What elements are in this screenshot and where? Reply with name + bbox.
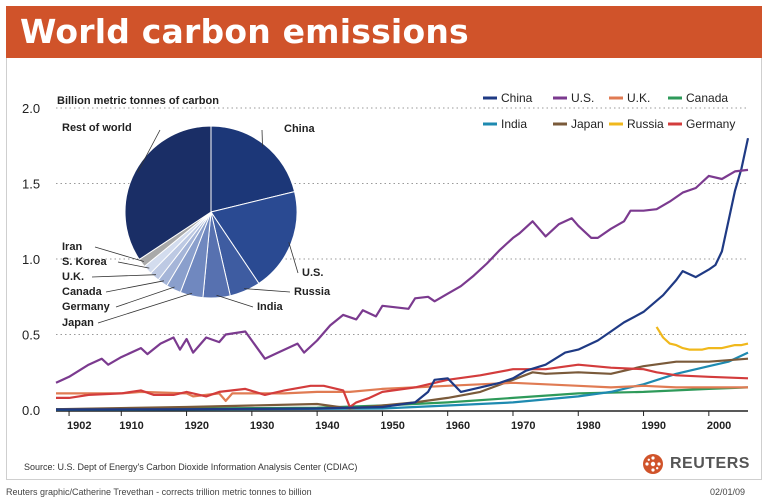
legend-label: Germany [686, 117, 735, 131]
source-note: Source: U.S. Dept of Energy's Carbon Dio… [24, 462, 358, 472]
x-tick-label: 1960 [446, 420, 470, 432]
pie-label: Russia [294, 286, 331, 298]
x-tick-label: 1950 [380, 420, 404, 432]
series-line-u-s [55, 168, 749, 384]
y-tick-label: 0.0 [22, 403, 40, 418]
pie-label: Japan [62, 317, 94, 329]
graphic-credit: Reuters graphic/Catherine Trevethan - co… [6, 487, 312, 497]
y-axis-label: Billion metric tonnes of carbon [57, 95, 219, 107]
pie-leader-line [115, 286, 175, 308]
pie-leader-line [94, 246, 144, 262]
series-line-canada [55, 386, 749, 411]
pie-label: China [284, 123, 315, 135]
x-tick-label: 1930 [250, 420, 274, 432]
x-tick-label: 1980 [576, 420, 600, 432]
pie-leader-line [261, 129, 263, 147]
pie-leader-line [105, 280, 164, 293]
series-line-u-k [56, 381, 748, 402]
pie-leader-line [288, 242, 299, 274]
y-tick-label: 1.0 [22, 252, 40, 267]
reuters-dots-icon [643, 454, 663, 474]
pie-label: Canada [62, 286, 103, 298]
legend-label: India [501, 117, 527, 131]
page-title: World carbon emissions [20, 12, 469, 51]
legend-label: Japan [571, 117, 604, 131]
series-line-germany [56, 363, 749, 409]
series-line-russia [655, 326, 749, 351]
axes: 0.0 0.5 1.0 1.5 2.0 1902 1910 1920 1930 1940 1950 1… [22, 101, 748, 432]
pie-leader-line [91, 274, 157, 278]
y-tick-label: 0.5 [22, 328, 40, 343]
pie-label: U.K. [62, 271, 84, 283]
x-tick-label: 1940 [315, 420, 339, 432]
publish-date: 02/01/09 [710, 487, 746, 497]
legend-label: U.K. [627, 91, 650, 105]
series-line-india [55, 351, 749, 411]
x-tick-label: 2000 [707, 420, 731, 432]
series-line-japan [55, 357, 749, 411]
x-tick-label: 1970 [511, 420, 535, 432]
legend-label: U.S. [571, 91, 594, 105]
pie-label: Germany [62, 301, 111, 313]
x-tick-label: 1910 [119, 420, 143, 432]
pie-slice-u-s [210, 191, 298, 285]
pie-label: S. Korea [62, 256, 108, 268]
title-banner: World carbon emissions [6, 6, 762, 58]
pie-label: Iran [62, 241, 82, 253]
pie-label: Rest of world [62, 122, 132, 134]
series-line-china [55, 137, 750, 411]
pie-leader-line [216, 294, 254, 308]
pie-leader-line [137, 129, 161, 173]
chart-frame [6, 58, 762, 480]
legend-label: Russia [627, 117, 664, 131]
y-tick-label: 2.0 [22, 101, 40, 116]
legend-label: Canada [686, 91, 728, 105]
pie-label: India [257, 301, 284, 313]
pie-slice-rest-of-world [124, 125, 212, 261]
pie-slice-china [210, 125, 296, 213]
brand-logo: REUTERS [642, 453, 762, 475]
pie-leader-line [244, 288, 291, 293]
line-series [55, 137, 750, 411]
pie-label: U.S. [302, 267, 323, 279]
legend: China U.S. U.K. Canada India Japan Russia Germa… [483, 91, 735, 131]
pie-leader-line [97, 292, 193, 324]
x-tick-label: 1920 [185, 420, 209, 432]
y-tick-label: 1.5 [22, 177, 40, 192]
legend-label: China [501, 91, 533, 105]
pie-leader-line [117, 261, 150, 269]
gridlines [56, 107, 748, 335]
x-tick-label: 1990 [642, 420, 666, 432]
x-tick-label: 1902 [67, 420, 91, 432]
share-pie-chart: China U.S. Russia India Japan Germany Canada U.… [62, 122, 331, 329]
brand-name: REUTERS [670, 455, 750, 472]
